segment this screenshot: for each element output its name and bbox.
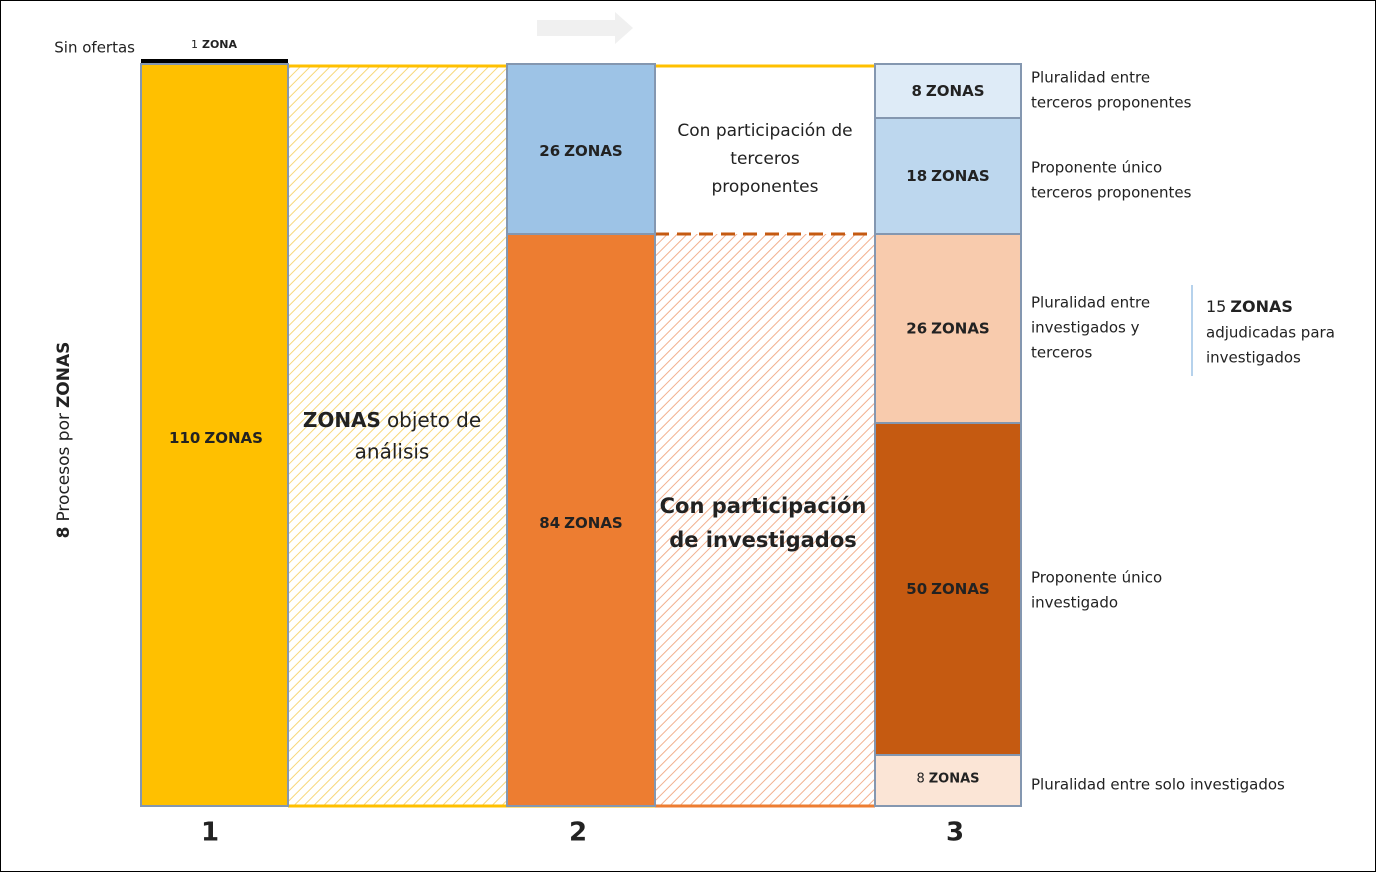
box [874,117,1022,235]
awarded-count: 15 ZONAS [1206,297,1293,316]
participation-text: Con participación de [677,121,852,141]
participation-text: terceros [730,149,800,169]
box-count: 50 ZONAS [906,580,989,598]
participation-text: proponentes [712,177,819,197]
count: 1 [191,38,198,51]
box-count: 110 ZONAS [169,429,263,447]
count: 18 [906,167,927,185]
number: 8 [54,527,74,539]
count: 26 [539,142,560,160]
axis-label: 8 Procesos por ZONAS [54,342,74,539]
box-description: terceros proponentes [1031,94,1192,112]
analysis-text: análisis [355,440,430,464]
no-offers-count: 1 ZONA [191,38,238,51]
participation-text: de investigados [669,528,857,552]
box-description: investigados y [1031,319,1140,337]
awarded-text: investigados [1206,349,1301,367]
column-label: 1 [201,818,219,848]
box-description: Pluralidad entre solo investigados [1031,776,1285,794]
box-count: 8 ZONAS [916,771,979,786]
box-count: 8 ZONAS [911,82,984,100]
count: 50 [906,580,927,598]
unit: ZONAS [564,514,623,532]
arrow [537,12,633,44]
unit: ZONAS [204,429,263,447]
awarded-text: adjudicadas para [1206,324,1335,342]
unit: ZONAS [931,580,990,598]
unit: ZONAS [564,142,623,160]
box-count: 18 ZONAS [906,167,989,185]
hatch-analysis [288,66,507,806]
box-description: terceros proponentes [1031,184,1192,202]
box-description: Pluralidad entre [1031,69,1150,87]
no-offers-label: Sin ofertas [54,39,135,57]
box-description: terceros [1031,344,1092,362]
text: Procesos por [54,413,74,521]
box [140,63,289,807]
count: 110 [169,429,200,447]
box-description: Pluralidad entre [1031,294,1150,312]
unit: ZONAS [929,771,980,786]
box-description: Proponente único [1031,569,1162,587]
unit: ZONAS [926,82,985,100]
box-count: 26 ZONAS [539,142,622,160]
box [874,422,1022,756]
box-description: Proponente único [1031,159,1162,177]
unit: ZONA [202,38,238,51]
unit: ZONAS [54,342,74,408]
count: 26 [906,319,927,337]
unit: ZONAS [931,319,990,337]
box [874,754,1022,807]
text: objeto de [387,408,481,432]
column-label: 2 [569,818,587,848]
box-count: 26 ZONAS [906,319,989,337]
count: 8 [916,771,924,786]
box [874,233,1022,424]
hatch-investigated [655,234,875,806]
box [506,233,656,807]
participation-text: Con participación [660,494,867,518]
count: 84 [539,514,560,532]
unit: ZONAS [1230,297,1293,316]
count: 15 [1206,297,1226,316]
box [506,63,656,235]
unit: ZONAS [303,408,381,432]
column-label: 3 [946,818,964,848]
box-count: 84 ZONAS [539,514,622,532]
analysis-text: ZONAS objeto de [303,408,481,432]
box-description: investigado [1031,594,1118,612]
unit: ZONAS [931,167,990,185]
count: 8 [911,82,921,100]
